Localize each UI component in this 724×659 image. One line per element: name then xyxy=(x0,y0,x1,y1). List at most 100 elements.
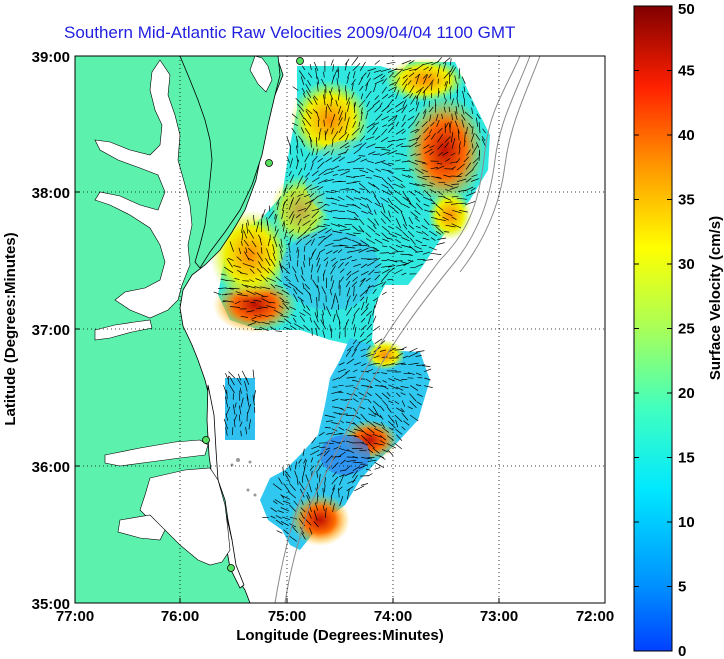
velocity-vector xyxy=(351,91,355,99)
velocity-vector xyxy=(280,238,283,248)
velocity-vector xyxy=(449,58,452,66)
velocity-vector xyxy=(414,129,420,134)
velocity-vector xyxy=(344,61,348,71)
velocity-vector xyxy=(373,250,380,253)
velocity-vector xyxy=(280,520,289,527)
velocity-vector xyxy=(332,471,337,478)
velocity-vector xyxy=(324,484,326,493)
velocity-vector xyxy=(340,399,347,401)
velocity-vector xyxy=(302,234,310,239)
velocity-vector xyxy=(408,72,415,78)
velocity-vector xyxy=(464,131,466,142)
velocity-vector xyxy=(325,157,333,163)
velocity-vector xyxy=(325,455,333,464)
velocity-vector xyxy=(346,232,356,237)
velocity-vector xyxy=(213,291,222,296)
velocity-vector xyxy=(395,239,402,244)
velocity-vector xyxy=(309,317,312,323)
velocity-vector xyxy=(407,80,412,86)
velocity-vector xyxy=(353,197,361,200)
velocity-vector xyxy=(372,100,381,107)
velocity-vector xyxy=(289,306,297,311)
velocity-vector xyxy=(456,158,461,164)
velocity-vector xyxy=(338,486,343,491)
velocity-vector xyxy=(375,232,381,237)
velocity-vector xyxy=(298,167,303,176)
velocity-vector xyxy=(351,225,360,232)
velocity-vector xyxy=(301,140,306,147)
velocity-vector xyxy=(260,214,263,225)
velocity-vector xyxy=(470,187,476,191)
velocity-vector xyxy=(394,260,403,262)
velocity-vector xyxy=(373,297,379,302)
velocity-vector xyxy=(313,509,318,521)
velocity-vector xyxy=(387,140,396,143)
velocity-vector xyxy=(465,177,472,183)
velocity-vector xyxy=(407,160,418,165)
velocity-vector xyxy=(373,209,377,215)
velocity-vector xyxy=(360,352,371,358)
velocity-vector xyxy=(415,239,423,244)
velocity-vector xyxy=(228,371,236,379)
velocity-vector xyxy=(360,317,366,323)
velocity-vector xyxy=(401,59,412,65)
colorbar-tick-label: 20 xyxy=(678,385,695,402)
velocity-vector xyxy=(332,155,341,162)
velocity-vector xyxy=(429,188,437,194)
velocity-vector xyxy=(415,202,423,211)
velocity-vector xyxy=(260,247,263,254)
velocity-vector xyxy=(436,176,442,179)
velocity-vector xyxy=(289,237,292,246)
velocity-vector xyxy=(325,261,329,267)
velocity-vector xyxy=(386,61,396,65)
velocity-vector xyxy=(351,259,357,262)
velocity-vector xyxy=(381,384,389,390)
velocity-vector xyxy=(309,293,313,304)
velocity-vector xyxy=(314,502,319,511)
velocity-vector xyxy=(354,414,361,420)
velocity-vector xyxy=(310,274,313,280)
velocity-vector xyxy=(430,237,436,241)
velocity-vector xyxy=(366,203,372,213)
velocity-vector xyxy=(466,192,476,197)
velocity-vector xyxy=(402,74,408,79)
velocity-vector xyxy=(352,369,358,373)
colorbar-tick-label: 30 xyxy=(678,256,695,273)
velocity-vector xyxy=(339,228,351,232)
velocity-vector xyxy=(443,174,452,178)
velocity-vector xyxy=(401,244,412,249)
velocity-vector xyxy=(360,435,368,441)
velocity-vector xyxy=(272,483,282,491)
velocity-vector xyxy=(304,152,311,163)
velocity-vector xyxy=(415,225,421,229)
velocity-vector xyxy=(359,142,367,149)
velocity-vector xyxy=(409,393,417,402)
velocity-vector xyxy=(323,498,326,506)
velocity-vector xyxy=(372,433,382,438)
velocity-vector xyxy=(380,197,389,203)
velocity-vector xyxy=(310,250,315,260)
velocity-vector xyxy=(386,443,396,449)
velocity-vector xyxy=(414,183,425,187)
velocity-vector xyxy=(249,265,255,268)
velocity-vector xyxy=(309,449,320,456)
velocity-vector xyxy=(288,170,292,177)
velocity-vector xyxy=(352,157,362,163)
velocity-vector xyxy=(340,170,351,176)
velocity-vector xyxy=(414,209,421,215)
velocity-vector xyxy=(346,486,354,492)
velocity-vector xyxy=(282,201,286,211)
velocity-vector xyxy=(289,535,298,542)
velocity-vector xyxy=(255,221,260,233)
velocity-vector xyxy=(298,135,304,143)
velocity-vector xyxy=(324,427,331,429)
velocity-vector xyxy=(395,89,400,100)
velocity-vector xyxy=(346,376,356,379)
velocity-vector xyxy=(251,316,257,320)
velocity-vector xyxy=(317,158,323,163)
velocity-vector xyxy=(416,401,422,406)
velocity-vector xyxy=(365,136,375,141)
velocity-vector xyxy=(424,209,433,213)
velocity-vector xyxy=(372,447,380,454)
velocity-vector xyxy=(361,385,372,387)
